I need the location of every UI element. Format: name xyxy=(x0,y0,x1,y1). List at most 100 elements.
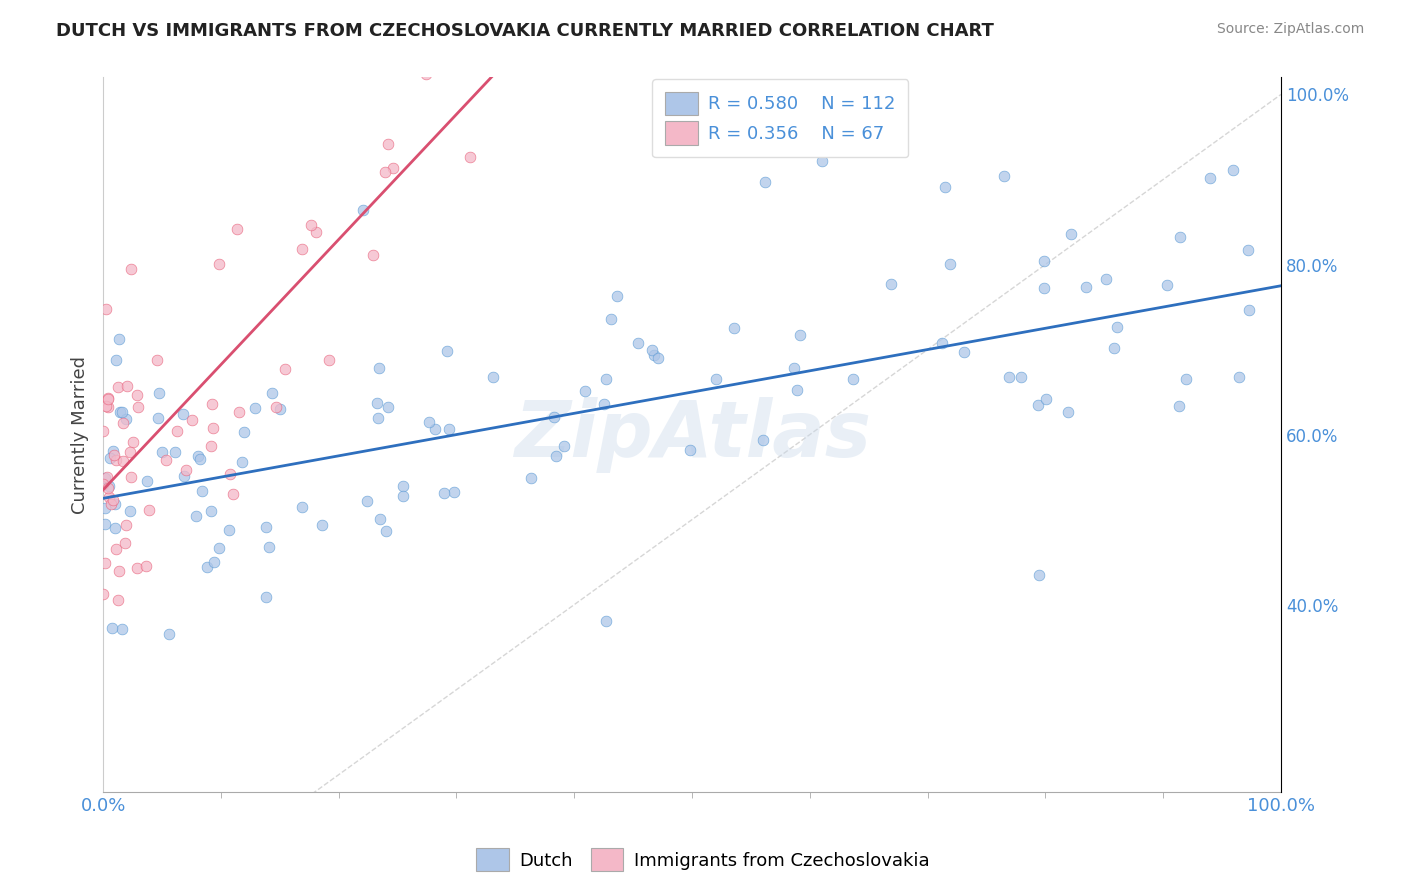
Point xyxy=(1056,404,1078,418)
Point xyxy=(104,521,127,535)
Point xyxy=(1237,243,1260,257)
Point xyxy=(120,470,142,484)
Point xyxy=(91,477,114,491)
Point xyxy=(433,486,456,500)
Point xyxy=(1060,227,1083,242)
Point xyxy=(531,4,554,19)
Point xyxy=(187,449,209,463)
Point xyxy=(222,487,245,501)
Point xyxy=(1222,163,1244,178)
Point xyxy=(98,451,121,466)
Point xyxy=(96,481,118,495)
Point xyxy=(155,453,177,467)
Point xyxy=(291,242,314,256)
Point xyxy=(1102,341,1125,355)
Point xyxy=(269,401,291,416)
Point xyxy=(105,452,128,467)
Point xyxy=(367,410,389,425)
Point xyxy=(1167,399,1189,413)
Point xyxy=(299,218,322,232)
Y-axis label: Currently Married: Currently Married xyxy=(72,356,89,514)
Point xyxy=(93,501,115,516)
Point xyxy=(120,261,142,276)
Point xyxy=(1076,280,1098,294)
Point xyxy=(107,592,129,607)
Point xyxy=(103,444,125,458)
Point xyxy=(97,392,120,407)
Point xyxy=(101,621,124,635)
Point xyxy=(1239,302,1261,317)
Point xyxy=(127,401,149,415)
Point xyxy=(188,452,211,467)
Point xyxy=(157,626,180,640)
Point xyxy=(101,492,124,507)
Point xyxy=(138,503,160,517)
Point xyxy=(366,396,388,410)
Point xyxy=(148,386,170,401)
Point xyxy=(112,454,135,468)
Point xyxy=(231,455,253,469)
Point xyxy=(166,425,188,439)
Point xyxy=(208,541,231,556)
Point xyxy=(934,179,956,194)
Point xyxy=(200,504,222,518)
Point xyxy=(679,442,702,457)
Point xyxy=(423,422,446,436)
Point xyxy=(647,351,669,365)
Point xyxy=(103,449,125,463)
Point xyxy=(184,508,207,523)
Point xyxy=(356,494,378,508)
Point xyxy=(374,165,396,179)
Point xyxy=(94,471,117,485)
Point xyxy=(789,327,811,342)
Text: ZipAtlas: ZipAtlas xyxy=(513,397,870,473)
Point xyxy=(392,489,415,503)
Point xyxy=(127,561,149,575)
Point xyxy=(208,257,231,271)
Point xyxy=(136,474,159,488)
Point xyxy=(262,386,284,401)
Point xyxy=(520,471,543,485)
Point xyxy=(104,542,127,557)
Point xyxy=(243,401,266,415)
Point xyxy=(786,383,808,397)
Point xyxy=(1028,568,1050,582)
Point xyxy=(108,405,131,419)
Point xyxy=(200,439,222,453)
Point xyxy=(254,520,277,534)
Point xyxy=(1010,370,1032,384)
Point xyxy=(173,469,195,483)
Point xyxy=(931,335,953,350)
Text: DUTCH VS IMMIGRANTS FROM CZECHOSLOVAKIA CURRENTLY MARRIED CORRELATION CHART: DUTCH VS IMMIGRANTS FROM CZECHOSLOVAKIA … xyxy=(56,22,994,40)
Point xyxy=(115,379,138,393)
Point xyxy=(96,399,118,413)
Point xyxy=(723,321,745,335)
Point xyxy=(97,392,120,406)
Point xyxy=(100,497,122,511)
Point xyxy=(150,445,173,459)
Point xyxy=(939,257,962,271)
Point xyxy=(191,483,214,498)
Point xyxy=(108,564,131,578)
Point xyxy=(97,491,120,505)
Point xyxy=(1199,170,1222,185)
Point xyxy=(120,504,142,518)
Point xyxy=(381,161,404,176)
Point xyxy=(544,449,567,463)
Point xyxy=(436,343,458,358)
Point xyxy=(311,518,333,533)
Point xyxy=(543,410,565,425)
Point xyxy=(1026,398,1049,412)
Point xyxy=(264,400,287,414)
Point xyxy=(553,439,575,453)
Point xyxy=(1156,278,1178,293)
Point xyxy=(375,524,398,538)
Point xyxy=(202,556,225,570)
Point xyxy=(125,388,148,402)
Point xyxy=(111,404,134,418)
Point xyxy=(259,541,281,555)
Point xyxy=(641,343,664,357)
Point xyxy=(754,175,776,189)
Point xyxy=(172,407,194,421)
Point xyxy=(439,422,461,436)
